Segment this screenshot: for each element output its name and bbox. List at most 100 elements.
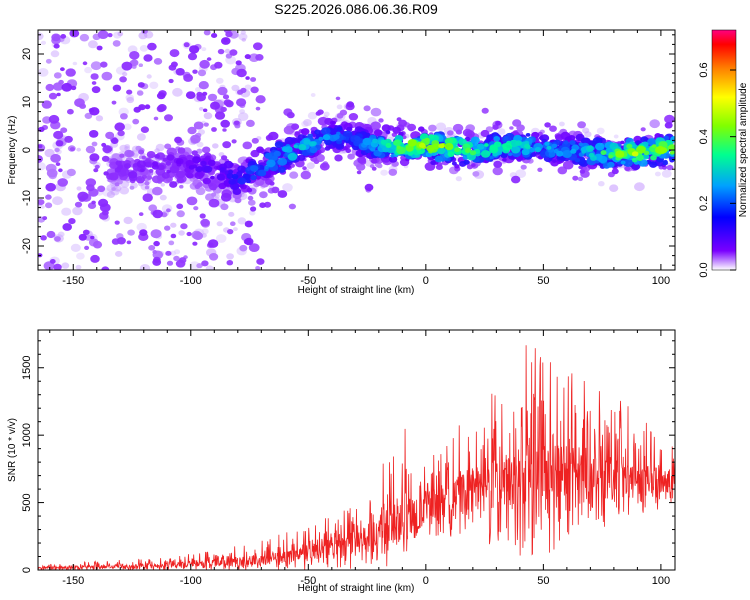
spectrogram-cell <box>180 223 188 230</box>
spectrogram-cell <box>636 145 646 154</box>
spectrogram-cell <box>121 61 133 71</box>
spectrogram-cell <box>269 181 275 186</box>
spectrogram-cell <box>559 121 565 127</box>
spectrogram-cell <box>643 150 650 156</box>
spectrogram-cell <box>477 143 485 150</box>
colorbar-tick-label: 0.6 <box>698 62 710 77</box>
spectrogram-cell <box>45 58 52 64</box>
spectrogram-cell <box>91 81 97 85</box>
spectrogram-cell <box>454 147 460 153</box>
spectrogram-cell <box>136 160 147 169</box>
spectrogram-cell <box>246 187 253 193</box>
spectrogram-cell <box>649 161 658 168</box>
spectrogram-cell <box>223 160 234 169</box>
spectrogram-cell <box>108 172 119 181</box>
spectrogram-cell <box>179 184 184 189</box>
spectrogram-cell <box>493 160 503 168</box>
spectrogram-cell <box>133 106 141 113</box>
spectrogram-cell <box>210 175 215 180</box>
spectrogram-cell <box>170 233 177 239</box>
spectrogram-cell <box>196 148 203 154</box>
spectrogram-cell <box>562 150 572 158</box>
spectrogram-cell <box>91 200 96 205</box>
spectrogram-cell <box>40 205 45 209</box>
spectrogram-cell <box>217 86 228 96</box>
spectrogram-cell <box>579 169 586 174</box>
spectrogram-cell <box>53 43 60 49</box>
spectrogram-cell <box>227 229 234 235</box>
spectrogram-cell <box>194 184 201 189</box>
spectrogram-cell <box>666 164 674 171</box>
spectrogram-cell <box>114 220 120 225</box>
spectrogram-cell <box>370 147 376 152</box>
spectrogram-cell <box>216 77 224 84</box>
spectrogram-cell <box>41 100 52 109</box>
spectrogram-cell <box>54 236 61 242</box>
spectrogram-cell <box>122 72 128 77</box>
spectrogram-cell <box>148 245 156 251</box>
spectrogram-cell <box>115 160 122 166</box>
spectrogram-cell <box>128 171 138 179</box>
spectrogram-cells <box>38 30 675 270</box>
spectrogram-cell <box>222 141 232 149</box>
spectrogram-cell <box>649 119 660 129</box>
spectrogram-cell <box>69 30 80 38</box>
spectrogram-cell <box>480 150 491 158</box>
spectrogram-cell <box>224 48 231 54</box>
spectrogram-cell <box>53 263 62 270</box>
x-tick-label: 100 <box>652 575 670 587</box>
spectrogram-cell <box>220 119 230 128</box>
spectrogram-cell <box>66 168 76 177</box>
spectrogram-cell <box>176 210 185 218</box>
spectrogram-cell <box>105 131 115 140</box>
spectrogram-cell <box>332 134 340 140</box>
spectrogram-cell <box>544 122 551 128</box>
colorbar-label: Normalized spectral amplitude <box>738 82 749 217</box>
spectrogram-cell <box>117 130 125 137</box>
spectrogram-cell <box>97 185 106 193</box>
spectrogram-cell <box>45 83 55 92</box>
spectrogram-cell <box>572 175 579 181</box>
spectrogram-cell <box>233 227 238 232</box>
spectrogram-cell <box>112 84 122 92</box>
spectrogram-cell <box>582 127 590 134</box>
spectrogram-cell <box>307 111 317 120</box>
spectrogram-cell <box>137 82 145 88</box>
spectrogram-cell <box>668 144 675 151</box>
spectrogram-cell <box>205 265 214 270</box>
spectrogram-cell <box>435 164 443 170</box>
spectrogram-cell <box>49 259 56 264</box>
spectrogram-cell <box>101 71 113 81</box>
spectrogram-cell <box>310 93 316 97</box>
spectrogram-cell <box>55 162 61 167</box>
spectrogram-cell <box>255 95 266 104</box>
spectrogram-cell <box>467 133 473 138</box>
spectrogram-cell <box>175 159 181 165</box>
spectrogram-y-axis: -20 -10 0 10 20 <box>21 34 675 266</box>
spectrogram-cell <box>202 177 211 185</box>
spectrogram-x-axis: -150 -100 -50 0 50 100 <box>49 30 670 287</box>
spectrogram-cell <box>51 33 61 42</box>
spectrogram-cell <box>146 175 153 180</box>
spectrogram-cell <box>510 145 521 154</box>
spectrogram-cell <box>152 258 162 266</box>
y-tick-label: -10 <box>21 190 33 206</box>
spectrogram-cell <box>211 33 218 38</box>
spectrogram-cell <box>503 136 509 141</box>
spectrogram-cell <box>221 37 231 45</box>
spectrogram-cell <box>115 250 123 257</box>
spectrogram-cell <box>465 147 472 153</box>
snr-x-label: Height of straight line (km) <box>298 583 415 594</box>
spectrogram-cell <box>152 186 163 196</box>
snr-y-label: SNR (10 * v/v) <box>7 418 18 482</box>
spectrogram-cell <box>497 128 506 135</box>
spectrogram-cell <box>486 134 493 141</box>
spectrogram-cell <box>216 221 223 227</box>
spectrogram-cell <box>147 42 157 51</box>
spectrogram-cell <box>336 127 342 132</box>
spectrogram-cell <box>495 120 501 126</box>
spectrogram-cell <box>88 40 98 49</box>
spectrogram-cell <box>61 82 73 92</box>
spectrogram-cell <box>221 155 228 161</box>
spectrogram-cell <box>107 33 113 38</box>
